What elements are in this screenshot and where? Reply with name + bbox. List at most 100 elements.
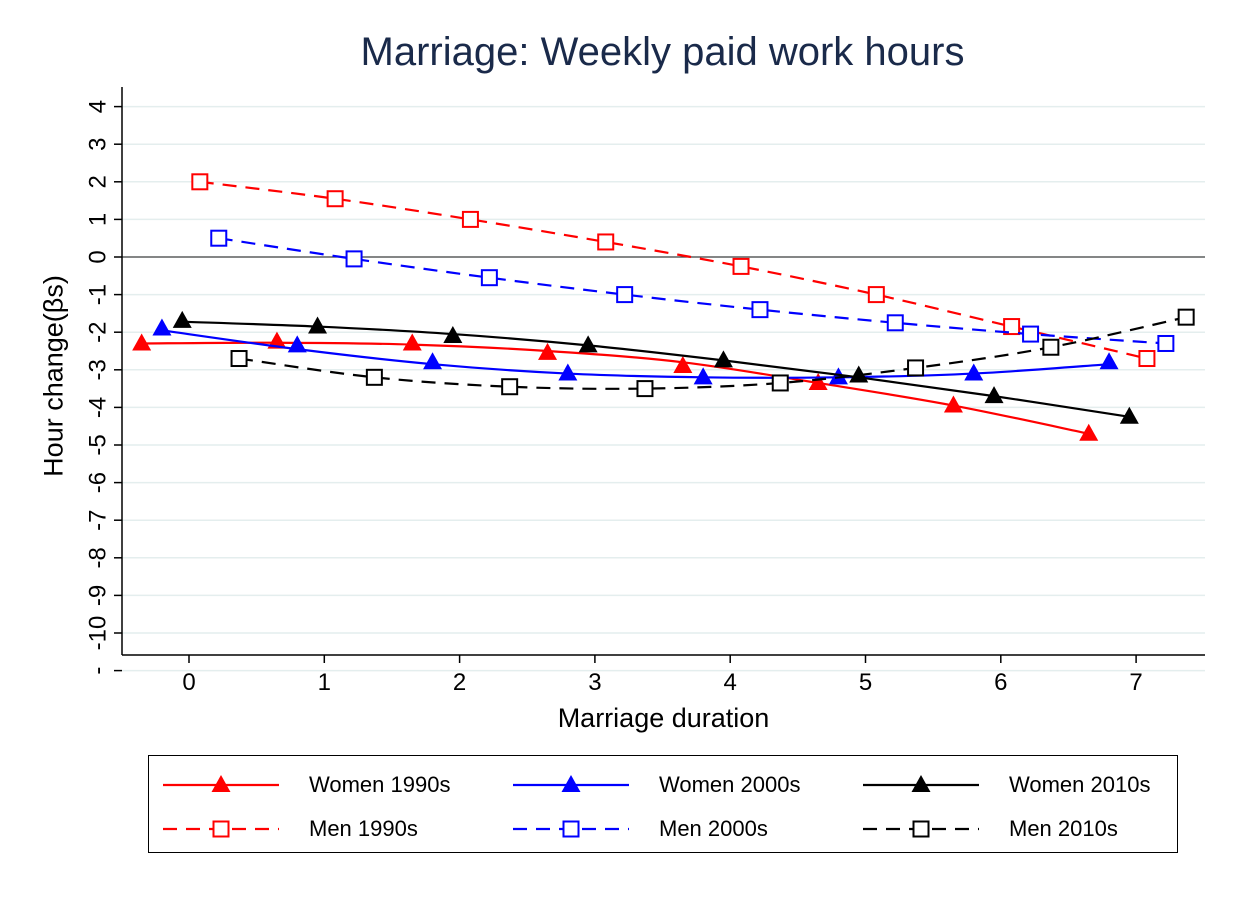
x-tick-label: 3 [588, 669, 601, 696]
point-marker-women-2000s [693, 367, 713, 385]
point-marker-men-1990s [732, 257, 750, 275]
point-marker-women-1990s [132, 333, 152, 351]
point-marker-women-2010s [984, 386, 1004, 404]
x-tick-label: 1 [318, 669, 331, 696]
legend-marker-women-2000s [561, 775, 581, 792]
legend-swatch-men-2010s [863, 820, 979, 838]
legend-marker-men-1990s [212, 820, 230, 838]
x-tick-label: 6 [994, 669, 1007, 696]
point-marker-men-2010s [365, 368, 383, 386]
point-marker-men-1990s [1138, 350, 1156, 368]
point-marker-men-2000s [1022, 325, 1040, 343]
y-tick-label: -6 [85, 472, 112, 493]
point-marker-men-1990s [597, 233, 615, 251]
legend-label-women-2010s: Women 2010s [1009, 772, 1151, 797]
point-marker-men-2010s [907, 359, 925, 377]
point-marker-men-2000s [616, 286, 634, 304]
point-marker-women-2000s [152, 318, 172, 336]
chart-title: Marriage: Weekly paid work hours [360, 30, 965, 74]
series-women-1990s [132, 331, 1099, 441]
series-line-women-2010s [182, 320, 1130, 418]
series-line-women-1990s [141, 341, 1089, 435]
point-marker-men-2010s [636, 380, 654, 398]
point-marker-men-2010s [501, 378, 519, 396]
point-marker-men-2000s [751, 301, 769, 319]
legend-swatch-women-1990s [163, 775, 279, 792]
point-marker-women-2000s [423, 352, 443, 370]
point-marker-women-2010s [443, 325, 463, 343]
point-marker-men-1990s [191, 173, 209, 191]
series-men-2000s [210, 229, 1175, 352]
point-marker-women-1990s [808, 372, 828, 390]
legend-swatch-men-2000s [513, 820, 629, 838]
point-marker-women-2000s [558, 363, 578, 381]
series-line-men-1990s [199, 180, 1148, 360]
y-tick-label: -2 [85, 322, 112, 343]
x-axis-label: Marriage duration [557, 703, 770, 733]
y-tick-label: -7 [85, 510, 112, 531]
series-women-2010s [172, 310, 1139, 424]
point-marker-women-1990s [1079, 423, 1099, 441]
y-axis-label: Hour change(βs) [38, 275, 69, 477]
grid-lines [122, 105, 1205, 672]
point-marker-men-2000s [480, 269, 498, 287]
y-tick-label: - [85, 667, 112, 675]
y-tick-label: 4 [85, 100, 112, 113]
point-marker-men-1990s [867, 286, 885, 304]
point-marker-women-1990s [402, 333, 422, 351]
legend-label-men-1990s: Men 1990s [309, 816, 418, 841]
y-tick-label: 1 [85, 213, 112, 226]
series-line-men-2010s [238, 316, 1187, 390]
y-tick-label: -5 [85, 434, 112, 455]
legend-swatch-men-1990s [163, 820, 279, 838]
y-tick-label: -3 [85, 359, 112, 380]
legend: Women 1990s Women 2000s Women 2010s Men 199… [148, 755, 1178, 853]
legend-marker-women-2010s [911, 775, 931, 792]
point-marker-men-2000s [345, 250, 363, 268]
axes: 4 3 2 1 0 -1 -2 -3 -4 -5 -6 -7 -8 -9 -10 - 0 1 2 3 4 5 6 7 [85, 87, 1205, 696]
x-tick-label: 2 [453, 669, 466, 696]
point-marker-men-2010s [771, 374, 789, 392]
legend-marker-men-2010s [912, 820, 930, 838]
y-tick-label: -4 [85, 397, 112, 418]
point-marker-men-1990s [1003, 318, 1021, 336]
series-men-1990s [191, 173, 1156, 368]
point-marker-women-2000s [287, 335, 307, 353]
series-group [132, 173, 1195, 441]
y-tick-label: -9 [85, 585, 112, 606]
series-men-2010s [230, 308, 1195, 398]
x-tick-label: 0 [182, 669, 195, 696]
point-marker-women-2010s [172, 310, 192, 328]
point-marker-men-2010s [1177, 308, 1195, 326]
y-tick-label: 0 [85, 250, 112, 263]
y-tick-label: -10 [85, 616, 112, 651]
point-marker-men-1990s [326, 190, 344, 208]
point-marker-women-1990s [267, 331, 287, 349]
y-tick-label: 3 [85, 138, 112, 151]
point-marker-women-2010s [308, 316, 328, 334]
point-marker-men-2000s [886, 314, 904, 332]
y-tick-label: -8 [85, 547, 112, 568]
point-marker-women-2010s [849, 365, 869, 383]
legend-label-men-2010s: Men 2010s [1009, 816, 1118, 841]
point-marker-women-1990s [538, 342, 558, 360]
x-tick-label: 5 [859, 669, 872, 696]
point-marker-men-1990s [461, 210, 479, 228]
x-tick-label: 4 [724, 669, 737, 696]
legend-swatch-women-2010s [863, 775, 979, 792]
point-marker-women-2010s [1119, 406, 1139, 424]
point-marker-women-2010s [578, 335, 598, 353]
legend-swatch-women-2000s [513, 775, 629, 792]
y-tick-label: -1 [85, 284, 112, 305]
legend-label-men-2000s: Men 2000s [659, 816, 768, 841]
point-marker-women-2010s [713, 350, 733, 368]
x-tick-label: 7 [1129, 669, 1142, 696]
point-marker-men-2000s [1157, 334, 1175, 352]
legend-marker-women-1990s [211, 775, 231, 792]
point-marker-women-2000s [964, 363, 984, 381]
legend-label-women-2000s: Women 2000s [659, 772, 801, 797]
point-marker-women-1990s [943, 395, 963, 413]
legend-marker-men-2000s [562, 820, 580, 838]
point-marker-men-2010s [1042, 338, 1060, 356]
